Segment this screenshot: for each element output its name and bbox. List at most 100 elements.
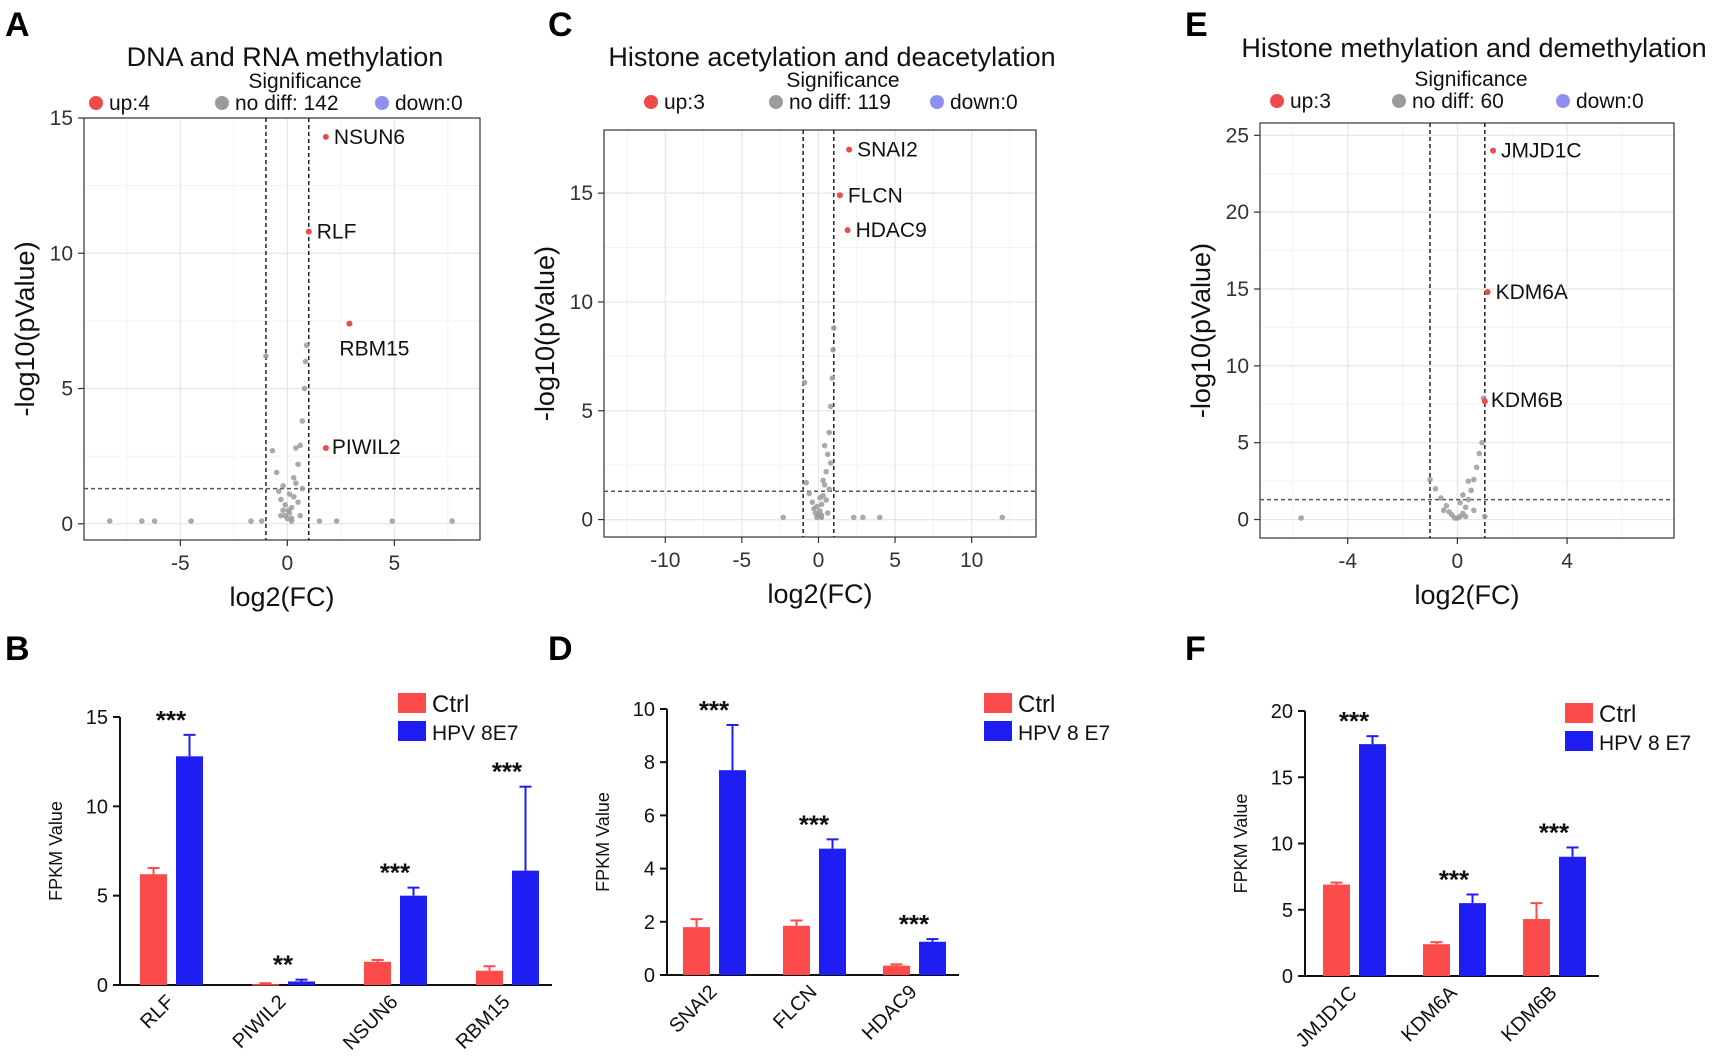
- x-tick-label: 0: [282, 552, 294, 575]
- significance-marker: ***: [1539, 817, 1570, 847]
- panel-letter: E: [1185, 6, 1208, 44]
- nodiff-point: [830, 347, 836, 353]
- legend-label-nodiff: no diff: 119: [789, 91, 891, 114]
- nodiff-point: [820, 477, 826, 484]
- bar-ctrl: [1523, 919, 1550, 976]
- panel-letter: F: [1185, 630, 1206, 668]
- y-tick-label: 20: [1226, 201, 1249, 224]
- nodiff-point: [263, 353, 269, 359]
- x-tick-label: -5: [171, 552, 190, 575]
- nodiff-point: [826, 429, 832, 436]
- up-point: [844, 227, 851, 234]
- plot-title: Histone acetylation and deacetylation: [608, 42, 1055, 72]
- nodiff-point: [299, 418, 306, 424]
- bar-hpv: [819, 848, 846, 975]
- nodiff-point: [1432, 486, 1439, 492]
- nodiff-point: [1473, 464, 1480, 471]
- nodiff-point: [827, 403, 834, 410]
- bar-hpv: [1359, 744, 1386, 976]
- bar-chart-d: D 0 2 4 6 8 10 FPKM Value *** SNAI2 *** FLCN *** HDAC…: [548, 630, 1110, 1044]
- x-tick-label: 5: [389, 552, 401, 575]
- nodiff-point: [850, 514, 857, 521]
- y-tick-label: 2: [644, 912, 655, 934]
- gene-label: RLF: [317, 221, 357, 244]
- legend-marker-nodiff: [1392, 94, 1406, 108]
- nodiff-point: [286, 491, 293, 497]
- up-point: [1490, 147, 1497, 154]
- nodiff-point: [258, 518, 265, 524]
- significance-marker: ***: [492, 757, 523, 787]
- y-tick-label: 10: [86, 796, 108, 818]
- significance-marker: ***: [899, 909, 930, 939]
- nodiff-point: [809, 499, 816, 505]
- gene-label: HDAC9: [856, 219, 927, 242]
- nodiff-point: [1465, 478, 1472, 484]
- y-tick-label: 0: [97, 975, 108, 997]
- panel-letter: C: [548, 6, 573, 44]
- nodiff-point: [1471, 476, 1477, 483]
- nodiff-point: [826, 486, 832, 492]
- legend-marker-up: [1270, 94, 1284, 108]
- y-tick-label: 5: [581, 400, 593, 423]
- nodiff-point: [1482, 513, 1488, 520]
- plot-frame: [1259, 122, 1675, 539]
- bar-ctrl: [364, 961, 391, 985]
- bar-chart-b: B 0 5 10 15 FPKM Value *** RLF ** PIWIL2 *** NSUN6 *…: [5, 630, 552, 1054]
- x-tick-label: -4: [1338, 550, 1357, 573]
- y-tick-label: 10: [50, 242, 73, 265]
- y-tick-label: 6: [644, 805, 655, 827]
- nodiff-point: [801, 379, 808, 386]
- x-tick-label: 10: [960, 549, 983, 572]
- x-axis-label: log2(FC): [1414, 580, 1519, 610]
- nodiff-point: [282, 502, 289, 508]
- legend-label: HPV 8E7: [432, 722, 518, 745]
- nodiff-point: [1457, 499, 1463, 506]
- bar-ctrl: [883, 965, 910, 975]
- up-point: [322, 445, 329, 452]
- category-label: JMJD1C: [1292, 982, 1362, 1052]
- category-label: RLF: [136, 991, 178, 1033]
- bar-hpv: [1459, 903, 1486, 976]
- nodiff-point: [269, 447, 276, 454]
- y-tick-label: 10: [1226, 355, 1249, 378]
- nodiff-point: [188, 518, 194, 524]
- nodiff-point: [806, 490, 813, 497]
- bar-ctrl: [1323, 884, 1350, 976]
- legend-label-down: down:0: [950, 91, 1018, 114]
- nodiff-point: [293, 445, 299, 451]
- nodiff-point: [1443, 502, 1450, 509]
- nodiff-point: [389, 518, 396, 524]
- nodiff-point: [280, 507, 286, 514]
- bar-hpv: [400, 895, 427, 985]
- nodiff-point: [860, 514, 866, 521]
- nodiff-point: [301, 385, 308, 392]
- legend-swatch-ctrl: [1565, 703, 1593, 723]
- nodiff-point: [824, 451, 831, 458]
- category-label: HDAC9: [858, 981, 921, 1044]
- bar-ctrl: [140, 874, 167, 985]
- nodiff-point: [814, 503, 820, 510]
- y-tick-label: 8: [644, 752, 655, 774]
- bar-ctrl: [1423, 944, 1450, 976]
- nodiff-point: [818, 501, 825, 508]
- up-point: [322, 133, 329, 140]
- legend-swatch-hpv: [984, 721, 1012, 741]
- x-tick-label: 0: [813, 549, 825, 572]
- legend-marker-up: [89, 96, 103, 110]
- nodiff-point: [297, 512, 303, 519]
- nodiff-point: [780, 514, 787, 521]
- legend-marker-down: [1556, 94, 1570, 108]
- nodiff-point: [290, 493, 297, 500]
- category-label: SNAI2: [665, 981, 721, 1037]
- y-axis-label: FPKM Value: [593, 792, 613, 892]
- y-tick-label: 15: [1226, 278, 1249, 301]
- bar-ctrl: [252, 984, 279, 986]
- nodiff-point: [295, 499, 301, 505]
- y-axis-label: -log10(pValue): [10, 241, 40, 416]
- category-label: FLCN: [769, 981, 821, 1033]
- significance-marker: ***: [380, 858, 411, 888]
- up-point: [1481, 398, 1488, 405]
- plot-title: DNA and RNA methylation: [127, 42, 444, 72]
- y-tick-label: 20: [1271, 701, 1293, 723]
- gene-label: KDM6B: [1491, 389, 1563, 412]
